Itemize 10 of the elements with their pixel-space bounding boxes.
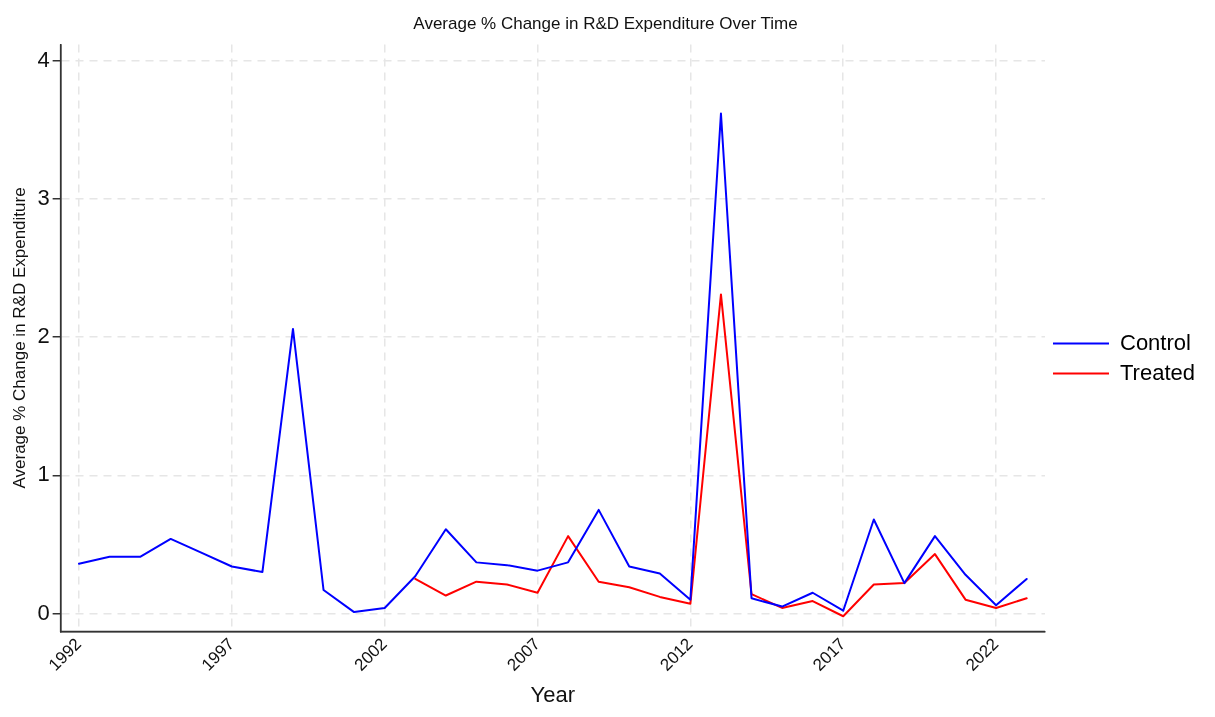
y-tick-label: 3 [37,185,50,211]
y-tick-label: 4 [37,47,50,73]
legend-label: Treated [1120,359,1196,385]
legend-label: Control [1120,329,1191,355]
chart-title: Average % Change in R&D Expenditure Over Time [413,13,798,33]
x-axis-title: Year [530,681,576,707]
y-tick-label: 2 [37,323,50,349]
y-tick-label: 1 [37,461,50,487]
y-tick-label: 0 [37,599,50,625]
y-axis-title: Average % Change in R&D Expenditure [9,187,29,489]
